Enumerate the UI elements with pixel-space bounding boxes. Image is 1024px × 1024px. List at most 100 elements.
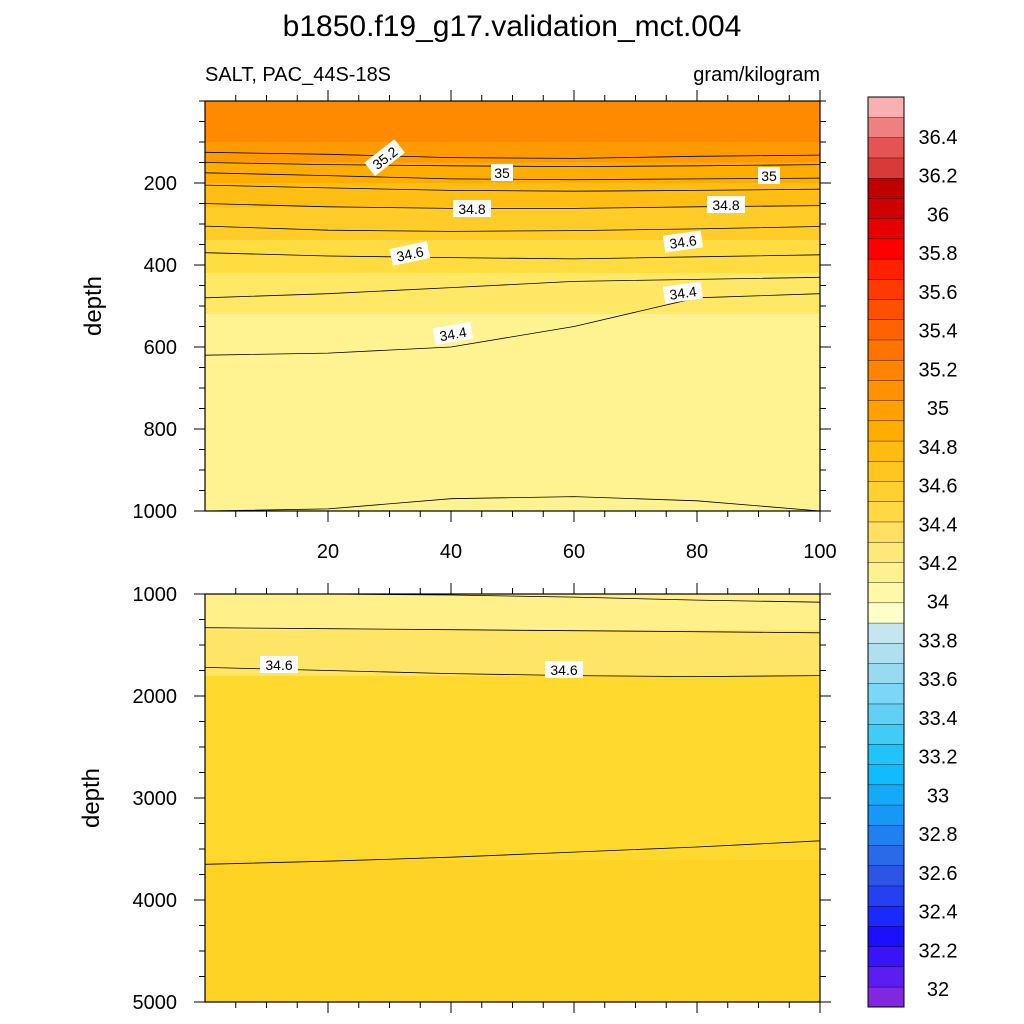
contour-label: 34.6 bbox=[662, 230, 703, 253]
colorbar-tick-label: 32.4 bbox=[919, 902, 958, 924]
y-tick-label: 200 bbox=[144, 173, 177, 195]
contour-line bbox=[205, 276, 820, 299]
colorbar-box bbox=[867, 197, 905, 219]
colorbar-box bbox=[867, 602, 905, 624]
x-tick-label: 40 bbox=[440, 541, 462, 563]
svg-text:34.6: 34.6 bbox=[550, 662, 577, 678]
colorbar-box bbox=[867, 319, 905, 341]
colorbar-tick-label: 33.6 bbox=[919, 669, 958, 691]
colorbar-box bbox=[867, 885, 905, 907]
colorbar-box bbox=[867, 764, 905, 786]
colorbar-box bbox=[867, 258, 905, 280]
fill-band bbox=[205, 629, 820, 676]
colorbar-box bbox=[867, 420, 905, 442]
colorbar-tick-label: 32.8 bbox=[919, 824, 958, 846]
colorbar-box bbox=[867, 642, 905, 664]
svg-text:34.8: 34.8 bbox=[712, 197, 739, 213]
units-label: gram/kilogram bbox=[693, 64, 820, 86]
fill-band bbox=[205, 207, 820, 241]
colorbar-tick-label: 32.6 bbox=[919, 863, 958, 885]
y-tick-label: 3000 bbox=[133, 788, 178, 810]
colorbar-box bbox=[867, 824, 905, 846]
colorbar-box bbox=[867, 96, 905, 118]
colorbar-tick-label: 36.4 bbox=[919, 127, 958, 149]
colorbar-tick-label: 33.8 bbox=[919, 630, 958, 652]
colorbar-tick-label: 33.2 bbox=[919, 747, 958, 769]
y-tick-label: 5000 bbox=[133, 992, 178, 1014]
colorbar-box bbox=[867, 218, 905, 240]
colorbar-tick-label: 34.4 bbox=[919, 514, 958, 536]
svg-text:35: 35 bbox=[761, 168, 777, 184]
x-tick-label: 100 bbox=[803, 541, 836, 563]
y-tick-label: 1000 bbox=[133, 501, 178, 523]
colorbar-box bbox=[867, 683, 905, 705]
colorbar-tick-label: 34.2 bbox=[919, 553, 958, 575]
colorbar-tick-label: 35.4 bbox=[919, 321, 958, 343]
colorbar-box bbox=[867, 582, 905, 604]
contour-label: 35 bbox=[758, 167, 780, 184]
colorbar-box bbox=[867, 400, 905, 422]
colorbar-box bbox=[867, 157, 905, 179]
svg-text:35: 35 bbox=[494, 165, 510, 181]
contour-label: 35 bbox=[491, 164, 513, 181]
contour-line bbox=[205, 293, 820, 356]
colorbar-box bbox=[867, 379, 905, 401]
svg-text:34.8: 34.8 bbox=[458, 201, 485, 217]
colorbar-tick-label: 33.4 bbox=[919, 708, 958, 730]
contour-label: 34.8 bbox=[453, 200, 491, 217]
contour-label: 34.6 bbox=[389, 241, 431, 266]
y-tick-label: 1000 bbox=[133, 584, 178, 606]
y-axis-label: depth bbox=[80, 276, 107, 336]
colorbar-tick-label: 35.8 bbox=[919, 243, 958, 265]
colorbar-box bbox=[867, 481, 905, 502]
contour-line bbox=[205, 667, 820, 678]
y-tick-label: 400 bbox=[144, 255, 177, 277]
colorbar-box bbox=[867, 460, 905, 482]
colorbar-box bbox=[867, 966, 905, 988]
contour-line bbox=[205, 496, 820, 511]
fill-band bbox=[205, 675, 820, 860]
x-tick-label: 80 bbox=[686, 541, 708, 563]
contour-line bbox=[205, 225, 820, 232]
colorbar-box bbox=[867, 663, 905, 684]
colorbar-tick-label: 34.8 bbox=[919, 437, 958, 459]
svg-text:34.6: 34.6 bbox=[395, 243, 425, 264]
svg-text:34.6: 34.6 bbox=[668, 232, 697, 252]
colorbar-box bbox=[867, 865, 905, 887]
figure-title: b1850.f19_g17.validation_mct.004 bbox=[283, 10, 742, 43]
svg-text:34.6: 34.6 bbox=[265, 657, 292, 673]
colorbar-box bbox=[867, 845, 905, 866]
contour-line bbox=[205, 151, 820, 159]
colorbar-box bbox=[867, 986, 905, 1008]
contour-label: 34.8 bbox=[707, 196, 745, 213]
y-axis-label: depth bbox=[78, 768, 105, 828]
contour-label: 34.6 bbox=[260, 656, 298, 673]
colorbar-box bbox=[867, 117, 905, 138]
colorbar-box bbox=[867, 359, 905, 381]
colorbar-box bbox=[867, 622, 905, 644]
x-tick-label: 60 bbox=[563, 541, 585, 563]
colorbar-box bbox=[867, 804, 905, 826]
colorbar-tick-label: 35.6 bbox=[919, 282, 958, 304]
colorbar-box bbox=[867, 743, 905, 765]
contour-label: 34.4 bbox=[432, 321, 474, 346]
colorbar-tick-label: 32.2 bbox=[919, 940, 958, 962]
colorbar-box bbox=[867, 784, 905, 806]
colorbar-tick-label: 35.2 bbox=[919, 359, 958, 381]
colorbar-tick-label: 36.2 bbox=[919, 166, 958, 188]
fill-band bbox=[205, 273, 820, 315]
variable-label: SALT, PAC_44S-18S bbox=[205, 64, 391, 86]
colorbar-box bbox=[867, 521, 905, 543]
colorbar-box bbox=[867, 703, 905, 725]
contour-line bbox=[205, 252, 820, 260]
colorbar-tick-label: 35 bbox=[927, 398, 949, 420]
contour-line bbox=[205, 627, 820, 634]
colorbar-box bbox=[867, 925, 905, 947]
contour-line bbox=[205, 840, 820, 865]
svg-text:34.4: 34.4 bbox=[668, 283, 697, 303]
colorbar-box bbox=[867, 946, 905, 968]
fill-band bbox=[205, 101, 820, 142]
colorbar: 32 32.2 32.4 32.6 32.8 33 33.2 33.4 33.6 33.8 34 34… bbox=[867, 96, 958, 1008]
